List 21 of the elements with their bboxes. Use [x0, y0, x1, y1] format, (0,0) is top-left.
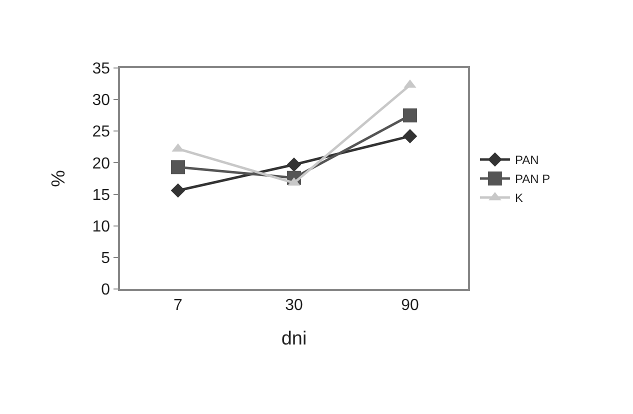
y-tick-label: 15	[92, 186, 110, 204]
y-axis-title: %	[48, 170, 70, 187]
y-tick-label: 20	[92, 155, 110, 172]
legend-label: K	[514, 191, 523, 206]
y-tick-label: 35	[92, 60, 110, 78]
y-tick-label: 30	[92, 92, 110, 110]
point	[170, 183, 186, 198]
point	[403, 108, 417, 122]
x-tick-label: 90	[401, 296, 419, 314]
legend-label: PAN P	[514, 172, 550, 186]
x-tick-label: 7	[174, 296, 183, 314]
legend-label: PAN	[514, 153, 539, 168]
point	[171, 160, 185, 174]
point	[402, 129, 418, 144]
y-tick-label: 0	[101, 282, 110, 299]
y-tick-label: 10	[92, 218, 110, 236]
x-axis-title: dni	[281, 328, 307, 350]
x-tick-label: 30	[285, 296, 303, 314]
point	[286, 157, 302, 172]
y-tick-label: 25	[92, 124, 110, 141]
y-tick-label: 5	[101, 250, 110, 268]
